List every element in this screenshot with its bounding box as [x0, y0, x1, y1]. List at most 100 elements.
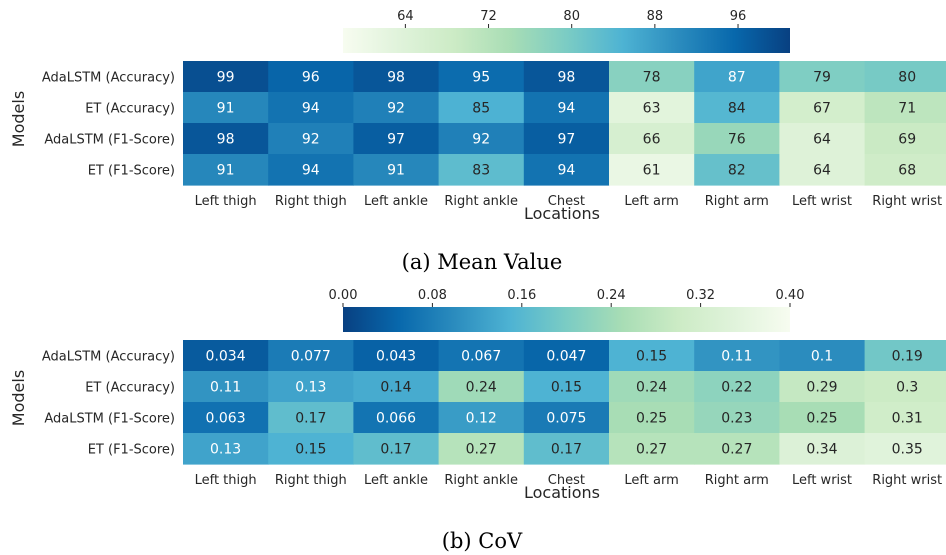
heatmap-cell	[268, 371, 354, 403]
cell-value-label: 94	[557, 101, 575, 117]
heatmap-cell	[864, 433, 946, 465]
x-tick-labels-cov: Left thigh Right thigh Left ankle Right ank…	[195, 473, 943, 488]
cell-value-label: 92	[387, 101, 405, 117]
heatmap-cell	[779, 371, 866, 403]
heatmap-cell	[694, 123, 780, 155]
heatmap-cell	[609, 123, 695, 155]
heatmap-cell	[779, 154, 866, 186]
heatmap-cell	[779, 402, 866, 434]
x-tick-label: Left arm	[624, 194, 678, 209]
cell-value-label: 97	[557, 132, 575, 148]
x-tick-label: Left thigh	[195, 473, 257, 488]
heatmap-cell	[779, 433, 866, 465]
cell-value-label: 0.047	[546, 349, 586, 365]
cell-value-label: 0.17	[295, 411, 326, 427]
cell-value-label: 94	[302, 163, 320, 179]
cell-value-label: 82	[728, 163, 746, 179]
colorbar-tick-label: 0.24	[597, 288, 626, 303]
y-tick-label: ET (F1-Score)	[88, 164, 175, 179]
cell-value-label: 76	[728, 132, 746, 148]
cell-value-label: 69	[898, 132, 916, 148]
cell-value-label: 84	[728, 101, 746, 117]
heatmap-cells-cov: 0.034 0.077 0.043 0.067 0.047 0.15 0.11 0.1 0.19…	[183, 340, 946, 465]
heatmap-cell	[609, 92, 695, 124]
heatmap-cell	[438, 371, 525, 403]
y-axis-label-cov: Models	[9, 370, 28, 426]
x-tick-label: Right thigh	[275, 473, 347, 488]
y-tick-label: ET (Accuracy)	[85, 381, 175, 396]
cell-value-label: 91	[387, 163, 405, 179]
cell-value-label: 0.15	[636, 349, 667, 365]
heatmap-cell	[694, 340, 780, 372]
cell-value-label: 68	[898, 163, 916, 179]
heatmap-cell	[438, 92, 525, 124]
heatmap-cell	[438, 61, 525, 93]
heatmap-cell	[694, 402, 780, 434]
cell-value-label: 0.063	[206, 411, 246, 427]
heatmap-cell	[779, 123, 866, 155]
colorbar-tick-label: 64	[397, 9, 414, 24]
cell-value-label: 0.22	[721, 380, 752, 396]
heatmap-cell	[609, 340, 695, 372]
cell-value-label: 0.35	[892, 442, 923, 458]
colorbar-tick-label: 0.16	[507, 288, 536, 303]
cell-value-label: 0.12	[466, 411, 497, 427]
colorbar-ticks-cov: 0.00 0.08 0.16 0.24 0.32 0.40	[329, 288, 805, 307]
cell-value-label: 97	[387, 132, 405, 148]
colorbar-tick-label: 0.40	[776, 288, 805, 303]
heatmap-cell	[864, 92, 946, 124]
cell-value-label: 94	[557, 163, 575, 179]
x-tick-label: Left ankle	[364, 194, 428, 209]
x-tick-label: Chest	[548, 473, 585, 488]
caption-cov: (b) CoV	[442, 529, 523, 553]
heatmap-cell	[268, 123, 354, 155]
cell-value-label: 85	[472, 101, 490, 117]
heatmap-cell	[268, 402, 354, 434]
heatmap-cell	[438, 154, 525, 186]
heatmap-cell	[353, 340, 440, 372]
cell-value-label: 0.17	[380, 442, 411, 458]
heatmap-cell	[864, 371, 946, 403]
cell-value-label: 0.19	[892, 349, 923, 365]
cell-value-label: 79	[813, 70, 831, 86]
cell-value-label: 0.066	[376, 411, 416, 427]
heatmap-cell	[438, 340, 525, 372]
heatmap-cell	[353, 92, 440, 124]
cell-value-label: 80	[898, 70, 916, 86]
heatmap-cell	[523, 340, 610, 372]
heatmap-cell	[864, 340, 946, 372]
cell-value-label: 87	[728, 70, 746, 86]
heatmap-cell	[438, 123, 525, 155]
heatmap-cell	[268, 433, 354, 465]
heatmap-cell	[609, 371, 695, 403]
y-axis-label-mean-value: Models	[9, 91, 28, 147]
y-tick-labels-mean-value: AdaLSTM (Accuracy) ET (Accuracy) AdaLSTM (…	[42, 71, 175, 179]
cell-value-label: 92	[302, 132, 320, 148]
cell-value-label: 94	[302, 101, 320, 117]
x-tick-label: Chest	[548, 194, 585, 209]
heatmap-cell	[779, 92, 866, 124]
caption-mean-value: (a) Mean Value	[402, 250, 563, 274]
heatmap-cell	[268, 61, 354, 93]
cell-value-label: 0.17	[551, 442, 582, 458]
x-tick-label: Right wrist	[872, 194, 942, 209]
y-tick-label: ET (F1-Score)	[88, 443, 175, 458]
heatmap-cell	[523, 123, 610, 155]
cell-value-label: 61	[643, 163, 661, 179]
colorbar-mean-value	[343, 28, 790, 53]
x-tick-label: Left arm	[624, 473, 678, 488]
heatmap-cell	[779, 61, 866, 93]
cell-value-label: 71	[898, 101, 916, 117]
heatmap-cell	[438, 402, 525, 434]
y-tick-labels-cov: AdaLSTM (Accuracy) ET (Accuracy) AdaLSTM (…	[42, 350, 175, 458]
x-tick-label: Right ankle	[444, 473, 518, 488]
cell-value-label: 83	[472, 163, 490, 179]
cell-value-label: 98	[387, 70, 405, 86]
heatmap-cell	[694, 92, 780, 124]
heatmap-cell	[183, 61, 269, 93]
heatmap-cell	[353, 123, 440, 155]
heatmap-cell	[864, 154, 946, 186]
heatmap-cell	[523, 433, 610, 465]
heatmap-cell	[523, 402, 610, 434]
